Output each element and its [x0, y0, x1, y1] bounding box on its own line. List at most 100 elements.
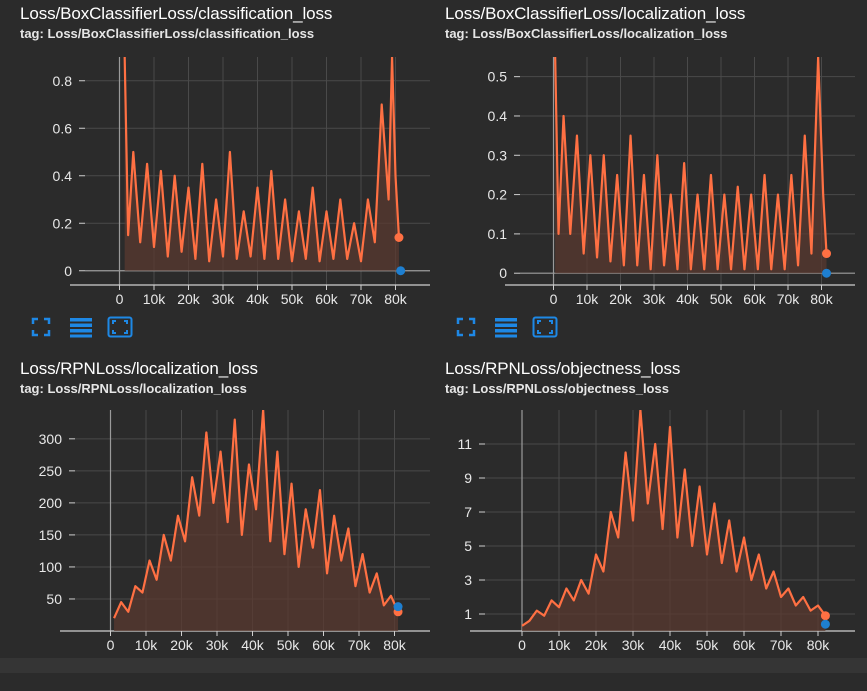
fullscreen-button[interactable]: [453, 314, 479, 340]
chart-plot[interactable]: 0 10k 20k 30k 40k 50k 60k 70k 80k 50 100 150 200 250 3…: [0, 355, 430, 660]
chart-title: Loss/BoxClassifierLoss/localization_loss: [445, 4, 746, 23]
data-table-button[interactable]: [68, 314, 94, 340]
last-value-point-alt: [393, 602, 403, 612]
x-tick-label: 40k: [676, 291, 700, 307]
x-tick-label: 80k: [807, 637, 831, 653]
chart-title: Loss/RPNLoss/objectness_loss: [445, 359, 681, 378]
x-tick-label: 60k: [733, 637, 757, 653]
fullscreen-icon: [31, 317, 51, 337]
chart-card-rpn-localization: Loss/RPNLoss/localization_loss tag: Loss…: [0, 355, 430, 691]
y-tick-label: 0.4: [488, 108, 508, 124]
fit-domain-button[interactable]: [532, 314, 558, 340]
last-value-point-alt: [820, 619, 830, 629]
last-value-point-alt: [822, 268, 832, 278]
fullscreen-icon: [456, 317, 476, 337]
y-tick-label: 0.3: [488, 147, 508, 163]
last-value-point-alt: [396, 266, 406, 276]
fullscreen-button[interactable]: [28, 314, 54, 340]
x-tick-label: 20k: [177, 291, 201, 307]
last-value-point: [822, 249, 832, 259]
y-tick-label: 3: [464, 572, 472, 588]
data-table-icon: [495, 318, 517, 338]
x-tick-label: 10k: [576, 291, 600, 307]
x-tick-label: 50k: [281, 291, 305, 307]
x-tick-label: 10k: [548, 637, 572, 653]
chart-tag: tag: Loss/BoxClassifierLoss/classificati…: [20, 26, 315, 41]
last-value-point: [820, 611, 830, 621]
series-line: [123, 57, 401, 263]
x-tick-label: 50k: [277, 637, 301, 653]
x-tick-label: 20k: [170, 637, 194, 653]
y-tick-label: 0: [64, 263, 72, 279]
x-tick-label: 70k: [770, 637, 794, 653]
fit-domain-icon: [107, 316, 133, 338]
y-tick-label: 0.4: [53, 168, 73, 184]
chart-card-box-classification: Loss/BoxClassifierLoss/classification_lo…: [0, 0, 430, 338]
y-tick-label: 0.1: [488, 226, 508, 242]
y-tick-label: 9: [464, 470, 472, 486]
data-table-icon: [70, 318, 92, 338]
y-tick-label: 0.6: [53, 120, 73, 136]
x-tick-label: 60k: [743, 291, 767, 307]
x-tick-label: 0: [518, 637, 526, 653]
series-line: [113, 410, 400, 619]
chart-card-box-localization: Loss/BoxClassifierLoss/localization_loss…: [425, 0, 855, 338]
y-tick-label: 300: [39, 431, 63, 447]
y-tick-label: 0: [499, 265, 507, 281]
last-value-point: [394, 233, 404, 242]
y-tick-label: 250: [39, 463, 63, 479]
x-tick-label: 0: [107, 637, 115, 653]
x-tick-label: 10k: [135, 637, 159, 653]
data-table-button[interactable]: [493, 314, 519, 340]
x-tick-label: 50k: [696, 637, 720, 653]
x-tick-label: 20k: [609, 291, 633, 307]
y-tick-label: 1: [464, 606, 472, 622]
footer-bar: [0, 658, 867, 673]
y-tick-label: 11: [457, 436, 472, 452]
chart-tag: tag: Loss/RPNLoss/localization_loss: [20, 381, 247, 396]
chart-card-rpn-objectness: Loss/RPNLoss/objectness_loss tag: Loss/R…: [425, 355, 855, 691]
x-tick-label: 0: [550, 291, 558, 307]
y-tick-label: 50: [46, 591, 62, 607]
chart-plot[interactable]: 0 10k 20k 30k 40k 50k 60k 70k 80k 1 3 5 7 9 11: [425, 355, 855, 660]
y-tick-label: 0.2: [53, 215, 73, 231]
x-tick-label: 40k: [246, 291, 270, 307]
y-tick-label: 100: [39, 559, 63, 575]
y-tick-label: 5: [464, 538, 472, 554]
series-line: [521, 410, 827, 627]
chart-tag: tag: Loss/BoxClassifierLoss/localization…: [445, 26, 728, 41]
x-tick-label: 10k: [143, 291, 167, 307]
series-raw-area: [114, 410, 399, 631]
x-tick-label: 60k: [312, 637, 336, 653]
y-tick-label: 200: [39, 495, 63, 511]
x-tick-label: 0: [116, 291, 124, 307]
series-raw-area: [522, 410, 826, 631]
series-raw-area: [124, 57, 399, 271]
y-tick-label: 0.5: [488, 69, 508, 85]
x-tick-label: 40k: [241, 637, 265, 653]
x-tick-label: 30k: [212, 291, 236, 307]
x-tick-label: 80k: [383, 637, 407, 653]
x-tick-label: 30k: [622, 637, 646, 653]
chart-tag: tag: Loss/RPNLoss/objectness_loss: [445, 381, 669, 396]
x-tick-label: 50k: [710, 291, 734, 307]
x-tick-label: 70k: [348, 637, 372, 653]
fit-domain-icon: [532, 316, 558, 338]
chart-title: Loss/RPNLoss/localization_loss: [20, 359, 258, 378]
x-tick-label: 30k: [643, 291, 667, 307]
y-tick-label: 0.2: [488, 187, 508, 203]
x-tick-label: 80k: [810, 291, 834, 307]
y-tick-label: 7: [464, 504, 472, 520]
fit-domain-button[interactable]: [107, 314, 133, 340]
x-tick-label: 70k: [777, 291, 801, 307]
chart-plot[interactable]: 0 10k 20k 30k 40k 50k 60k 70k 80k 0 0.2 0.4 0.6 0.8: [0, 0, 430, 336]
chart-title: Loss/BoxClassifierLoss/classification_lo…: [20, 4, 333, 23]
chart-plot[interactable]: 0 10k 20k 30k 40k 50k 60k 70k 80k 0 0.1 0.2 0.3 0.4 0.…: [425, 0, 855, 336]
x-tick-label: 20k: [585, 637, 609, 653]
x-tick-label: 70k: [350, 291, 374, 307]
series-line: [554, 57, 828, 271]
x-tick-label: 80k: [384, 291, 408, 307]
x-tick-label: 30k: [206, 637, 230, 653]
y-tick-label: 150: [39, 527, 63, 543]
y-tick-label: 0.8: [53, 73, 73, 89]
